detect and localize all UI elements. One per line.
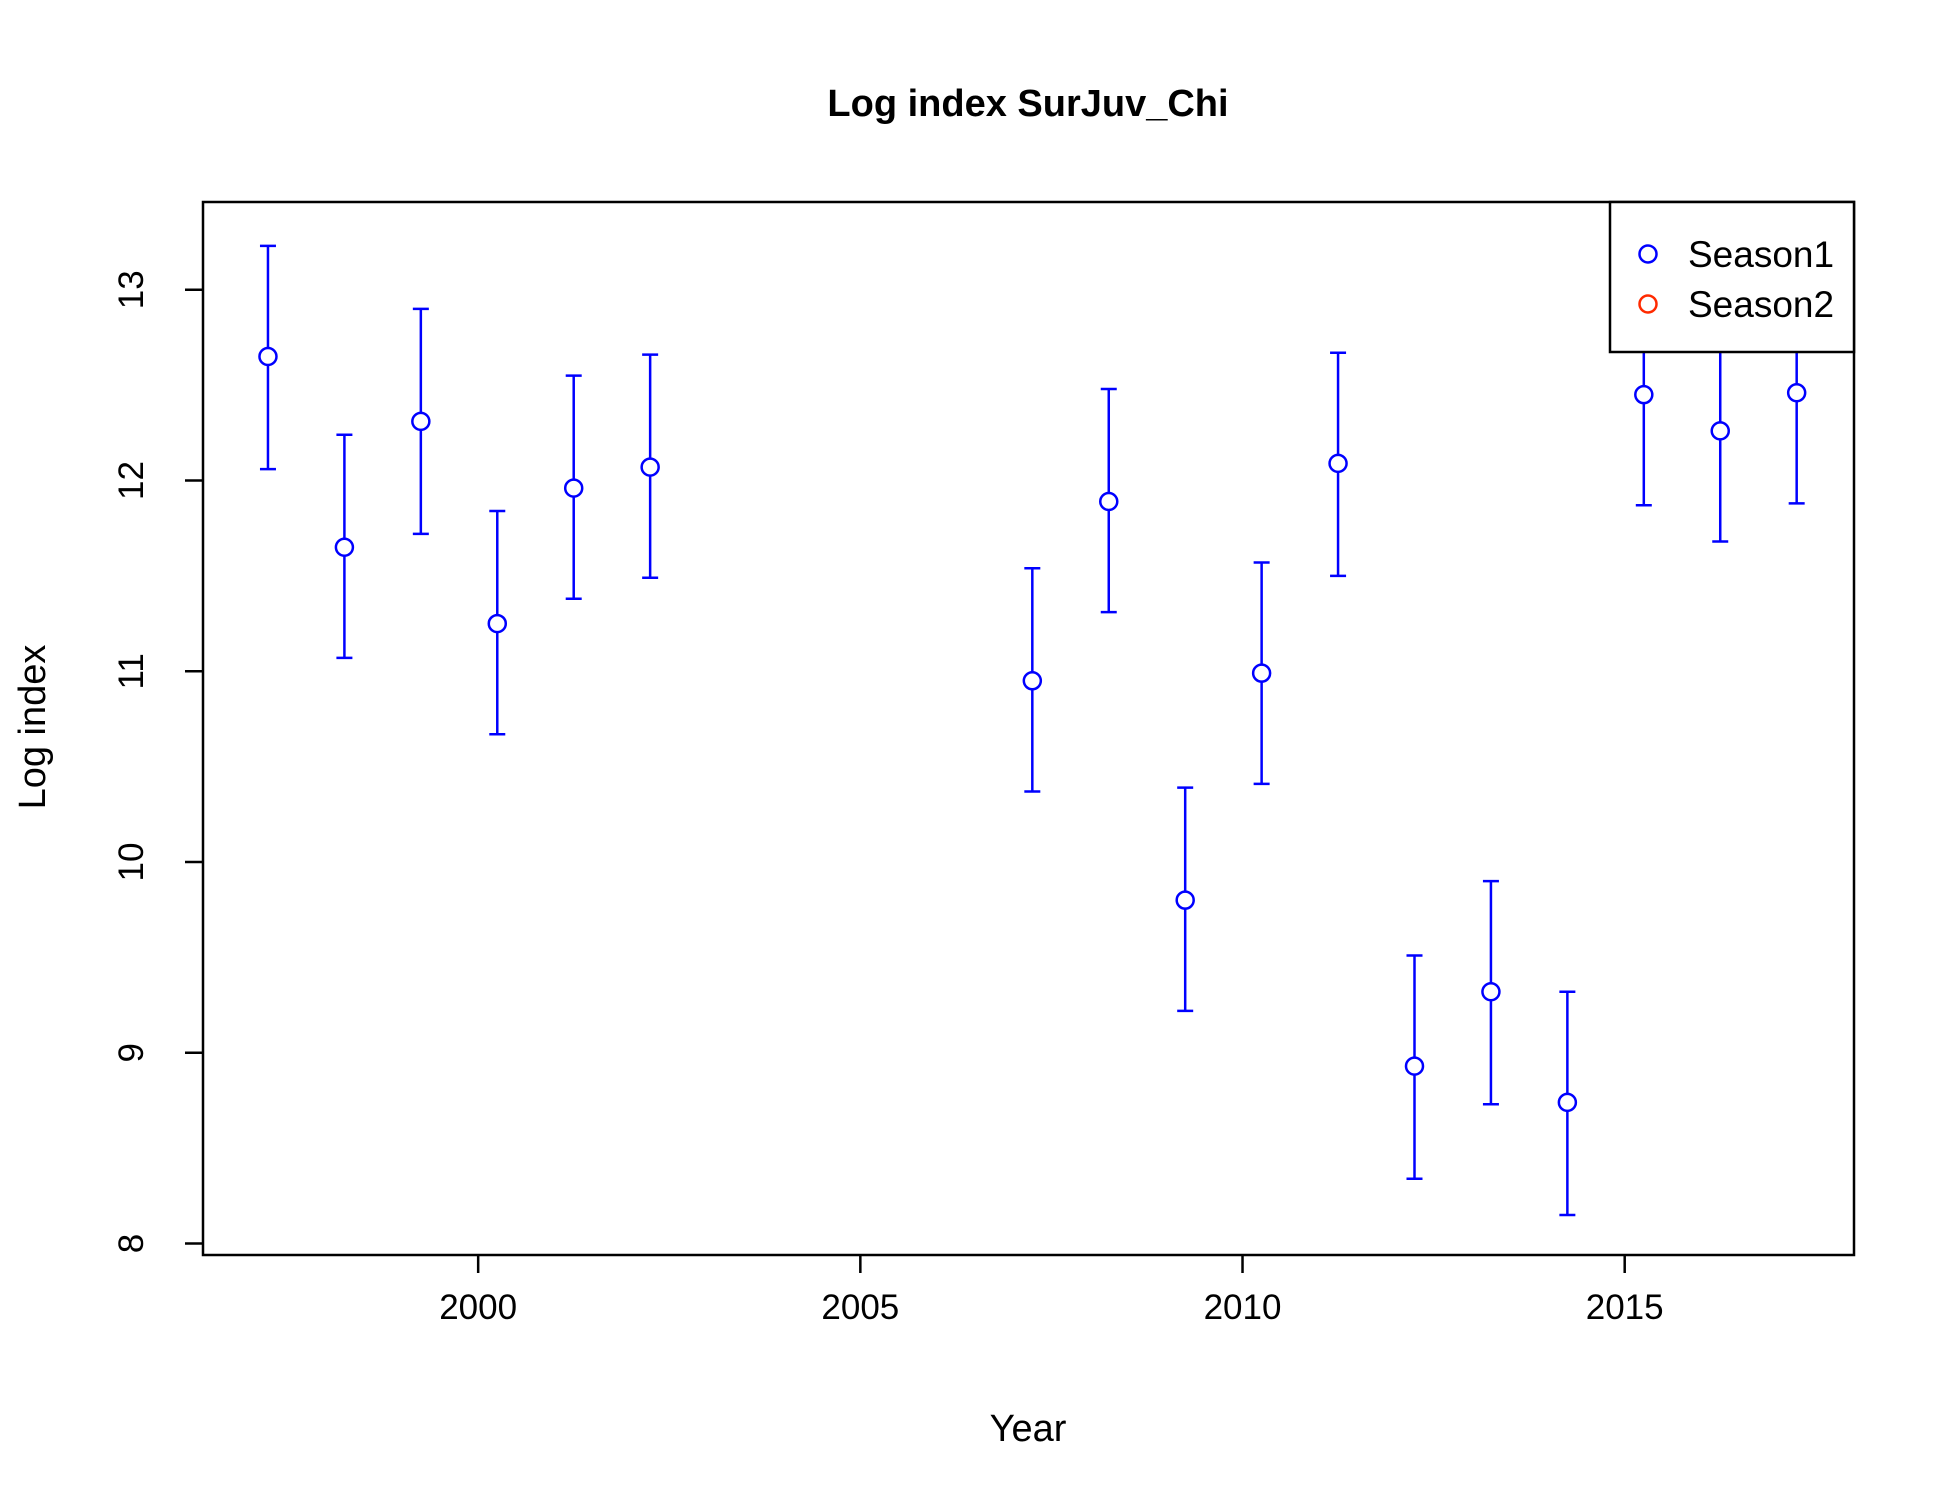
data-point — [1710, 421, 1730, 441]
data-point — [1634, 384, 1654, 405]
y-tick-label: 9 — [112, 1043, 151, 1062]
data-marks — [258, 244, 1807, 1217]
data-point-group — [1710, 319, 1730, 543]
data-point-group — [334, 433, 355, 660]
x-axis: 2000 2005 2010 2015 — [439, 1255, 1664, 1327]
y-tick-label: 10 — [112, 843, 151, 882]
data-point-group — [1557, 990, 1578, 1217]
x-axis-label: Year — [990, 1408, 1067, 1450]
y-tick-label: 8 — [112, 1234, 151, 1253]
data-point-group — [1099, 387, 1119, 614]
data-point-group — [1481, 879, 1501, 1106]
data-point-group — [640, 353, 660, 580]
data-point — [411, 411, 431, 432]
plot-frame — [201, 200, 1856, 1257]
data-point — [487, 613, 508, 634]
x-tick-label: 2010 — [1204, 1288, 1282, 1327]
data-point — [258, 346, 278, 367]
data-point-group — [1251, 561, 1272, 786]
data-point — [640, 457, 660, 477]
data-point — [1251, 663, 1272, 683]
data-point — [563, 478, 584, 498]
x-tick-label: 2000 — [439, 1288, 517, 1327]
data-point-group — [1175, 786, 1195, 1013]
data-point-group — [411, 307, 431, 536]
data-point-group — [1328, 351, 1348, 578]
x-tick-label: 2005 — [821, 1288, 899, 1327]
y-axis-label: Log index — [12, 645, 54, 810]
data-point-group — [487, 509, 508, 736]
y-axis: 8 9 10 11 12 13 — [112, 270, 203, 1253]
x-tick-label: 2015 — [1586, 1288, 1664, 1327]
legend: Season1 Season2 — [1608, 200, 1856, 354]
legend-marker — [1638, 244, 1658, 264]
y-tick-label: 11 — [112, 653, 151, 689]
chart-title: Log index SurJuv_Chi — [827, 83, 1228, 125]
legend-marker — [1638, 294, 1658, 314]
data-point-group — [1022, 567, 1043, 793]
data-point — [1328, 453, 1348, 474]
data-point-group — [563, 374, 584, 601]
data-point-group — [258, 244, 278, 471]
legend-label: Season2 — [1688, 284, 1834, 325]
data-point — [1557, 1092, 1578, 1113]
data-point — [1786, 383, 1807, 403]
data-point — [1481, 982, 1501, 1002]
data-point — [1404, 1056, 1425, 1076]
data-point — [1175, 890, 1195, 910]
legend-label: Season1 — [1688, 234, 1834, 275]
data-point — [1099, 491, 1119, 512]
y-tick-label: 13 — [112, 270, 151, 309]
legend-box — [1608, 200, 1856, 354]
y-tick-label: 12 — [112, 461, 151, 500]
data-point — [1022, 671, 1043, 691]
data-point — [334, 537, 355, 558]
data-point-group — [1404, 954, 1425, 1180]
